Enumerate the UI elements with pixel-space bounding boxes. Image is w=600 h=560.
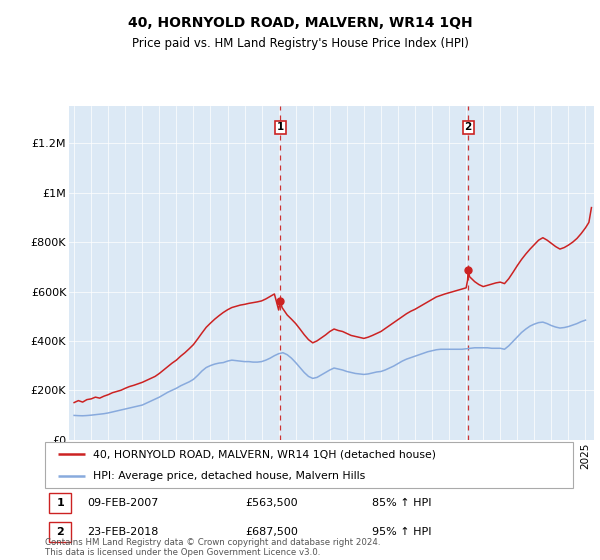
Text: 40, HORNYOLD ROAD, MALVERN, WR14 1QH (detached house): 40, HORNYOLD ROAD, MALVERN, WR14 1QH (de…: [92, 449, 436, 459]
Text: 2: 2: [464, 123, 472, 132]
Text: HPI: Average price, detached house, Malvern Hills: HPI: Average price, detached house, Malv…: [92, 472, 365, 482]
Text: 23-FEB-2018: 23-FEB-2018: [87, 527, 158, 537]
Text: 1: 1: [277, 123, 284, 132]
Text: 95% ↑ HPI: 95% ↑ HPI: [373, 527, 432, 537]
Text: 2: 2: [56, 527, 64, 537]
Text: 09-FEB-2007: 09-FEB-2007: [87, 498, 158, 508]
Text: 40, HORNYOLD ROAD, MALVERN, WR14 1QH: 40, HORNYOLD ROAD, MALVERN, WR14 1QH: [128, 16, 472, 30]
FancyBboxPatch shape: [49, 522, 71, 542]
Text: £563,500: £563,500: [245, 498, 298, 508]
FancyBboxPatch shape: [45, 442, 573, 488]
Text: £687,500: £687,500: [245, 527, 299, 537]
Text: Price paid vs. HM Land Registry's House Price Index (HPI): Price paid vs. HM Land Registry's House …: [131, 37, 469, 50]
Text: 1: 1: [56, 498, 64, 508]
Text: 85% ↑ HPI: 85% ↑ HPI: [373, 498, 432, 508]
Text: Contains HM Land Registry data © Crown copyright and database right 2024.
This d: Contains HM Land Registry data © Crown c…: [45, 538, 380, 557]
FancyBboxPatch shape: [49, 493, 71, 513]
